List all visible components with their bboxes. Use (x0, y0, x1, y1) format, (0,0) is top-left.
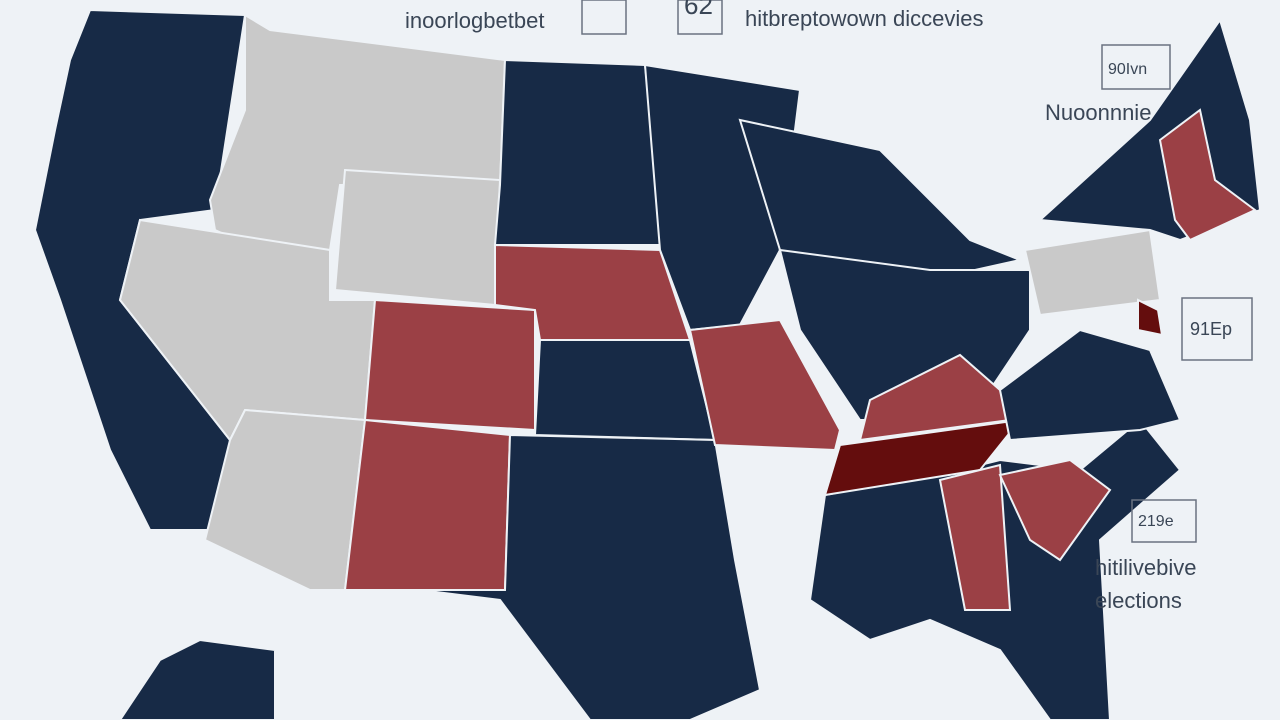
label-box-text: 91Ep (1190, 319, 1232, 339)
icon-box (581, 0, 627, 35)
label-box-text: 90Ivn (1108, 61, 1147, 78)
number: 62 (684, 0, 713, 20)
number-box (677, 0, 723, 35)
footer: elections (1095, 588, 1182, 613)
label-box-text: 219e (1138, 513, 1174, 530)
label-box (1101, 44, 1171, 90)
label-box (1181, 297, 1253, 361)
states (33, 8, 1262, 720)
subtitle: hitbreptowown diccevies (745, 6, 983, 31)
label-caption: Nuoonnnie (1045, 100, 1151, 125)
label-caption: hitilivebive (1095, 555, 1197, 580)
title: inoorlogbetbet (405, 8, 544, 33)
label-box (1131, 499, 1197, 543)
